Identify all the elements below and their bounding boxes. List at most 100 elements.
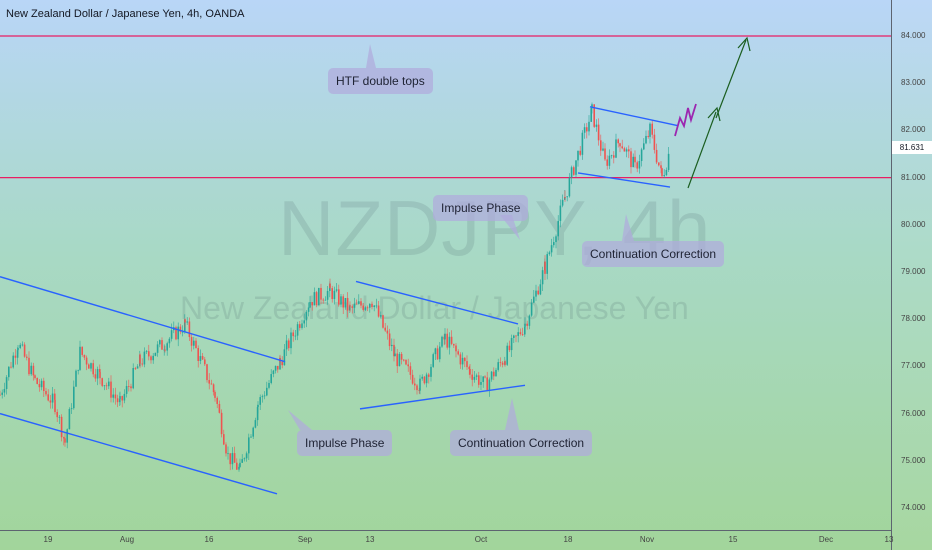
time-tick-label: 13 [365, 535, 375, 544]
candle-body [581, 132, 584, 155]
candle-body [623, 148, 626, 152]
time-tick-label: 16 [204, 535, 214, 544]
candle-body [369, 303, 371, 308]
candle-body [177, 326, 179, 340]
callout-continuation-correction-upper: Continuation Correction [582, 241, 725, 267]
candle-body [508, 345, 511, 351]
candle-body [322, 299, 324, 301]
candle-body [634, 156, 636, 163]
candle-body [238, 466, 240, 470]
candle-body [615, 139, 617, 158]
candle-body [628, 149, 630, 152]
time-tick-label: 15 [728, 535, 738, 544]
candle-body [159, 340, 161, 345]
candle-body [10, 366, 12, 368]
candle-body [450, 336, 453, 344]
candle-body [559, 205, 562, 221]
candle-body [530, 302, 533, 316]
callout-pointer-impulse-upper [500, 215, 520, 240]
candle-body [245, 453, 248, 459]
candle-body [444, 333, 446, 340]
candle-body [307, 307, 310, 312]
candle-body [70, 408, 73, 410]
projection-arrow-1 [687, 111, 717, 189]
price-tick-label: 80.000 [901, 219, 926, 229]
candle-body [34, 375, 36, 379]
trendline [577, 172, 671, 188]
time-axis[interactable] [0, 530, 891, 550]
candle-body [103, 385, 106, 387]
candle-body [188, 321, 191, 338]
time-tick-label: Dec [818, 535, 834, 544]
candle-body [105, 385, 108, 387]
candle-body [351, 306, 353, 308]
candle-body [68, 409, 71, 430]
candle-body [548, 252, 551, 255]
candle-body [83, 354, 86, 358]
candle-body [136, 366, 139, 369]
candle-body [428, 374, 430, 377]
candle-body [8, 366, 10, 378]
candle-body [484, 376, 486, 378]
candle-body [197, 348, 199, 361]
price-chart[interactable] [0, 0, 891, 530]
candle-body [439, 346, 441, 360]
trendline [589, 106, 679, 127]
candle-body [632, 156, 634, 168]
candle-body [184, 319, 186, 323]
candle-body [139, 354, 141, 364]
trendline [359, 384, 526, 410]
candle-body [394, 353, 396, 357]
price-tick-label: 78.000 [901, 314, 926, 324]
candle-body [353, 303, 356, 308]
candle-body [335, 289, 338, 291]
callout-pointer-continuation-lower [505, 398, 519, 430]
candle-body [398, 353, 401, 367]
candle-body [227, 453, 229, 455]
time-tick-label: Nov [639, 535, 655, 544]
candle-body [164, 349, 166, 351]
candle-body [32, 365, 35, 376]
candle-body [366, 307, 369, 309]
candle-body [436, 348, 439, 360]
candle-body [156, 344, 159, 353]
candle-body [340, 296, 342, 305]
trendline [355, 280, 519, 325]
candle-body [573, 167, 575, 175]
candle-body [110, 381, 112, 398]
candle-body [26, 356, 28, 358]
candle-body [66, 429, 68, 443]
candle-body [555, 236, 557, 243]
candle-body [380, 315, 382, 317]
candle-body [600, 140, 602, 151]
candle-body [63, 437, 65, 439]
candle-body [281, 361, 283, 366]
candle-body [90, 363, 92, 369]
candle-body [459, 354, 462, 365]
candle-body [77, 369, 79, 371]
time-tick-label: 18 [563, 535, 573, 544]
candle-body [550, 245, 553, 253]
candle-body [40, 380, 43, 388]
candle-body [311, 302, 313, 306]
price-axis[interactable] [891, 0, 932, 550]
candle-body [268, 382, 270, 388]
candle-body [579, 150, 581, 155]
candle-body [236, 462, 238, 470]
candle-body [58, 416, 61, 418]
candle-body [568, 177, 571, 197]
candle-body [377, 305, 380, 317]
candle-body [143, 351, 146, 365]
candle-body [475, 375, 478, 377]
candle-body [292, 332, 294, 337]
candle-body [19, 344, 21, 348]
candle-body [515, 335, 517, 337]
candle-body [647, 135, 649, 137]
candle-body [0, 394, 1, 396]
time-tick-label: Aug [119, 535, 135, 544]
candle-body [636, 162, 638, 169]
candle-body [54, 399, 56, 413]
candle-body [414, 383, 416, 386]
candle-body [653, 134, 656, 150]
callout-htf-double-tops: HTF double tops [328, 68, 433, 94]
